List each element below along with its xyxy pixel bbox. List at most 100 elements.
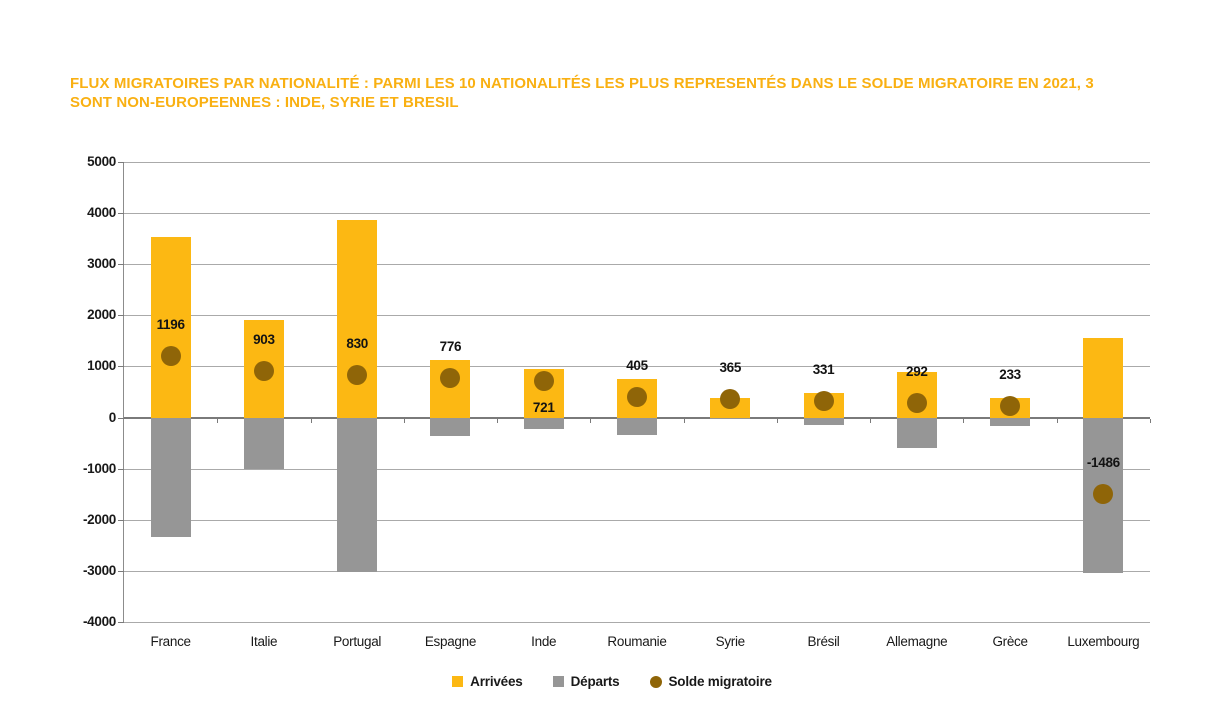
gridline xyxy=(124,264,1150,266)
solde-dot-Brésil xyxy=(813,390,834,411)
solde-value-label-Grèce: 233 xyxy=(999,366,1021,382)
x-axis-label-Italie: Italie xyxy=(250,634,278,649)
solde-dot-Luxembourg xyxy=(1093,483,1114,504)
legend-item-solde-migratoire: Solde migratoire xyxy=(649,674,773,689)
solde-dot-Allemagne xyxy=(906,392,927,413)
solde-dot-Roumanie xyxy=(627,386,647,407)
x-axis-tick xyxy=(870,418,872,423)
x-axis-labels: France Italie Portugal Espagne Inde Roumanie S… xyxy=(124,634,1150,652)
x-axis-label-Brésil: Brésil xyxy=(807,634,840,649)
y-axis-tick-label: 3000 xyxy=(87,256,116,272)
solde-value-label-Luxembourg: -1486 xyxy=(1086,454,1120,470)
y-axis-tick-label: -3000 xyxy=(82,562,116,578)
solde-dot-Syrie xyxy=(720,388,741,409)
gridline xyxy=(124,213,1150,215)
gridline xyxy=(124,570,1150,572)
y-axis-tick-label: 5000 xyxy=(87,154,116,169)
y-axis-tick xyxy=(118,315,124,317)
chart-title-line2: SONT NON-EUROPEENNES : INDE, SYRIE ET BR… xyxy=(70,94,459,111)
chart-title: FLUX MIGRATOIRES PAR NATIONALITÉ : PARMI… xyxy=(70,74,1160,112)
x-axis-tick xyxy=(217,418,219,423)
y-axis-tick-label: -2000 xyxy=(82,511,116,527)
departures-bar-Brésil xyxy=(803,417,844,426)
x-axis-label-Espagne: Espagne xyxy=(424,634,477,649)
departures-bar-Portugal xyxy=(337,417,378,573)
solde-dot-Inde xyxy=(533,370,554,391)
solde-value-label-Syrie: 365 xyxy=(719,359,742,375)
solde-value-label-Brésil: 331 xyxy=(812,361,835,377)
gridline xyxy=(124,315,1150,317)
x-axis-tick xyxy=(776,418,778,423)
departures-bar-Syrie xyxy=(710,417,751,419)
solde-value-label-Portugal: 830 xyxy=(346,336,368,352)
solde-dot-Portugal xyxy=(347,365,368,386)
y-axis-tick xyxy=(118,570,124,572)
departures-bar-Italie xyxy=(243,417,284,469)
arrivals-bar-Luxembourg xyxy=(1083,338,1124,418)
y-axis-tick xyxy=(118,622,124,623)
departures-bar-Allemagne xyxy=(896,417,937,448)
x-axis-label-Inde: Inde xyxy=(531,634,557,649)
solde-value-label-Italie: 903 xyxy=(253,332,275,348)
x-axis-label-Syrie: Syrie xyxy=(715,634,746,649)
legend-square-marker xyxy=(552,676,564,687)
solde-value-label-France: 1196 xyxy=(156,317,185,333)
y-axis-tick xyxy=(118,519,124,521)
legend-square-marker xyxy=(452,676,464,687)
x-axis-label-Roumanie: Roumanie xyxy=(607,634,667,649)
chart-legend: Arrivées Départs Solde migratoire xyxy=(0,674,1224,689)
y-axis-labels: 5000 4000 3000 2000 1000 0 -1000 -2000 -3000 -400… xyxy=(58,154,117,629)
arrivals-bar-Portugal xyxy=(337,220,378,418)
gridline xyxy=(124,162,1150,163)
gridline xyxy=(124,366,1150,368)
solde-dot-France xyxy=(160,346,181,367)
gridline xyxy=(124,468,1150,470)
solde-dot-Grèce xyxy=(1000,395,1021,416)
solde-value-label-Allemagne: 292 xyxy=(906,363,928,379)
x-axis-tick xyxy=(1150,418,1151,423)
x-axis-tick xyxy=(497,418,499,423)
legend-label: Départs xyxy=(570,674,620,689)
gridline xyxy=(124,622,1150,623)
y-axis-tick-label: -4000 xyxy=(82,614,116,629)
x-axis-tick xyxy=(310,418,312,423)
legend-item-arrivées: Arrivées xyxy=(452,674,523,689)
migration-flux-chart: 1196 903 830 776 721 405 365 331 292 233 -1486 xyxy=(118,162,1151,623)
y-axis-tick xyxy=(118,366,124,368)
y-axis-tick-label: 4000 xyxy=(87,205,116,221)
y-axis-tick xyxy=(118,213,124,215)
y-axis-tick-label: 0 xyxy=(108,409,117,425)
y-axis-tick xyxy=(118,162,124,163)
x-axis-label-Luxembourg: Luxembourg xyxy=(1067,634,1140,649)
solde-value-label-Inde: 721 xyxy=(532,399,555,415)
y-axis-tick-label: 1000 xyxy=(87,358,116,374)
legend-label: Solde migratoire xyxy=(668,674,773,689)
departures-bar-Espagne xyxy=(430,417,471,436)
solde-dot-Espagne xyxy=(440,367,461,388)
legend-circle-marker xyxy=(649,675,662,688)
solde-value-label-Roumanie: 405 xyxy=(626,357,648,373)
departures-bar-France xyxy=(150,417,191,538)
solde-dot-Italie xyxy=(253,361,274,382)
legend-label: Arrivées xyxy=(470,674,523,689)
chart-title-line1: FLUX MIGRATOIRES PAR NATIONALITÉ : PARMI… xyxy=(70,75,1094,92)
arrivals-bar-France xyxy=(150,236,191,418)
x-axis-tick xyxy=(590,418,592,423)
gridline xyxy=(124,519,1150,521)
y-axis-line xyxy=(123,162,124,622)
x-axis-tick xyxy=(683,418,685,423)
y-axis-tick xyxy=(118,468,124,470)
y-axis-tick xyxy=(118,417,124,419)
departures-bar-Roumanie xyxy=(617,417,657,435)
x-axis-label-Allemagne: Allemagne xyxy=(886,634,948,649)
y-axis-tick xyxy=(118,264,124,266)
solde-value-label-Espagne: 776 xyxy=(439,338,462,354)
departures-bar-Inde xyxy=(523,417,564,430)
x-axis-tick xyxy=(1056,418,1058,423)
x-axis-label-Grèce: Grèce xyxy=(992,634,1028,649)
departures-bar-Grèce xyxy=(990,417,1031,426)
x-axis-label-Portugal: Portugal xyxy=(333,634,382,649)
y-axis-tick-label: -1000 xyxy=(82,460,116,476)
x-axis-tick xyxy=(963,418,965,423)
x-axis-label-France: France xyxy=(150,634,192,649)
